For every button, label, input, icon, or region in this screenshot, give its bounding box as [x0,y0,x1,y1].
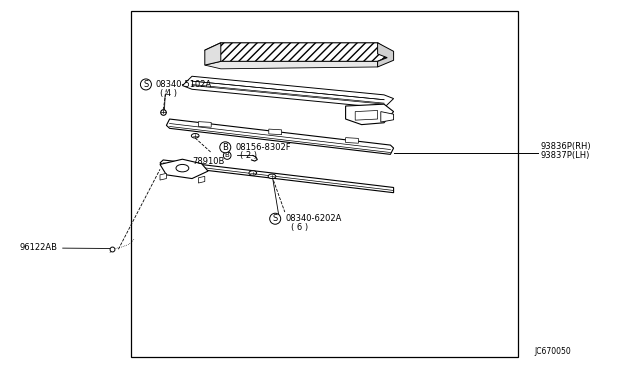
Polygon shape [346,138,358,143]
Text: 96122AB: 96122AB [19,243,57,252]
Circle shape [268,174,276,179]
Text: B: B [222,143,228,152]
Text: ( 6 ): ( 6 ) [291,223,308,232]
Circle shape [176,164,189,172]
Circle shape [191,134,199,138]
Polygon shape [346,104,394,125]
Text: 08156-8302F: 08156-8302F [236,143,291,152]
Polygon shape [160,159,208,179]
Text: ( 2 ): ( 2 ) [240,151,257,160]
Text: 08340-6202A: 08340-6202A [285,214,342,223]
Text: 93837P(LH): 93837P(LH) [541,151,590,160]
Polygon shape [205,61,378,69]
Bar [131,11,518,357]
Text: JC670050: JC670050 [534,347,571,356]
Text: 08340-5102A: 08340-5102A [156,80,212,89]
Polygon shape [198,122,211,127]
Polygon shape [269,129,282,135]
Polygon shape [182,76,394,108]
Circle shape [249,171,257,175]
Polygon shape [355,110,378,120]
Text: B: B [225,153,230,158]
Polygon shape [205,43,221,65]
Polygon shape [205,43,394,61]
Polygon shape [160,160,394,193]
Polygon shape [160,173,166,180]
Polygon shape [198,176,205,183]
Polygon shape [381,112,394,122]
Polygon shape [378,43,394,67]
Text: 93836P(RH): 93836P(RH) [541,142,591,151]
Text: 78910B: 78910B [192,157,225,166]
Text: S: S [273,214,278,223]
Text: ( 4 ): ( 4 ) [160,89,177,97]
Text: S: S [143,80,148,89]
Polygon shape [166,119,394,154]
